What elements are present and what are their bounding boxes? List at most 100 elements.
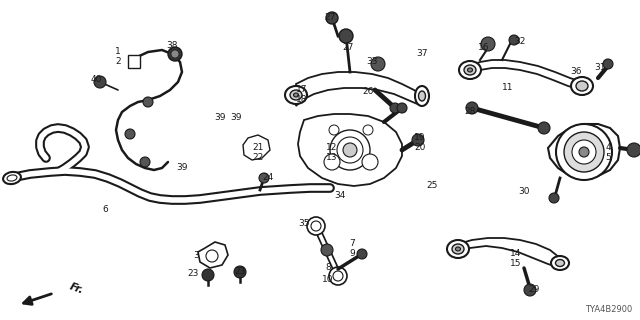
Polygon shape	[128, 55, 140, 68]
Text: 8: 8	[325, 263, 331, 273]
Ellipse shape	[551, 256, 569, 270]
Text: 28: 28	[464, 108, 476, 116]
Circle shape	[603, 59, 613, 69]
Text: 10: 10	[323, 276, 333, 284]
Text: 39: 39	[176, 164, 188, 172]
Text: 6: 6	[102, 205, 108, 214]
Circle shape	[371, 57, 385, 71]
Text: 36: 36	[570, 68, 582, 76]
Ellipse shape	[459, 61, 481, 79]
Circle shape	[481, 37, 495, 51]
Circle shape	[140, 157, 150, 167]
Text: Fr.: Fr.	[68, 282, 85, 296]
Text: 13: 13	[326, 154, 338, 163]
Circle shape	[572, 140, 596, 164]
Circle shape	[538, 122, 550, 134]
Text: 12: 12	[326, 143, 338, 153]
Text: 21: 21	[252, 143, 264, 153]
Circle shape	[466, 102, 478, 114]
Circle shape	[579, 147, 589, 157]
Ellipse shape	[415, 86, 429, 106]
Text: 25: 25	[426, 181, 438, 190]
Text: 9: 9	[349, 250, 355, 259]
Circle shape	[321, 244, 333, 256]
Circle shape	[94, 76, 106, 88]
Circle shape	[390, 103, 400, 113]
Text: 4: 4	[605, 143, 611, 153]
Text: 23: 23	[234, 268, 246, 276]
Circle shape	[509, 35, 519, 45]
Polygon shape	[243, 135, 270, 160]
Circle shape	[363, 125, 373, 135]
Text: 27: 27	[342, 44, 354, 52]
Text: 23: 23	[188, 269, 198, 278]
Circle shape	[549, 193, 559, 203]
Text: 30: 30	[518, 188, 530, 196]
Ellipse shape	[294, 93, 298, 97]
Text: 19: 19	[414, 133, 426, 142]
Text: 16: 16	[478, 44, 490, 52]
Circle shape	[259, 173, 269, 183]
Ellipse shape	[456, 247, 461, 251]
Text: 11: 11	[502, 84, 514, 92]
Text: 7: 7	[349, 239, 355, 249]
Polygon shape	[470, 60, 582, 90]
Text: TYA4B2900: TYA4B2900	[585, 305, 632, 314]
Polygon shape	[298, 114, 402, 186]
Circle shape	[564, 132, 604, 172]
Text: 15: 15	[510, 260, 522, 268]
Polygon shape	[458, 238, 560, 268]
Text: 22: 22	[252, 154, 264, 163]
Text: 18: 18	[296, 95, 308, 105]
Circle shape	[524, 284, 536, 296]
Circle shape	[202, 269, 214, 281]
Text: 34: 34	[334, 191, 346, 201]
Circle shape	[329, 267, 347, 285]
Text: 38: 38	[166, 42, 178, 51]
Text: 32: 32	[515, 37, 525, 46]
Text: 14: 14	[510, 250, 522, 259]
Text: 20: 20	[414, 143, 426, 153]
Circle shape	[143, 97, 153, 107]
Text: 2: 2	[115, 58, 121, 67]
Circle shape	[234, 266, 246, 278]
Polygon shape	[198, 242, 228, 268]
Text: 3: 3	[193, 252, 199, 260]
Circle shape	[307, 217, 325, 235]
Ellipse shape	[576, 81, 588, 91]
Ellipse shape	[447, 240, 469, 258]
Polygon shape	[296, 72, 422, 106]
Circle shape	[362, 154, 378, 170]
Text: 39: 39	[214, 114, 226, 123]
Circle shape	[343, 143, 357, 157]
Text: 35: 35	[298, 220, 310, 228]
Circle shape	[357, 249, 367, 259]
Text: 40: 40	[90, 76, 102, 84]
Text: 29: 29	[528, 285, 540, 294]
Text: 31: 31	[595, 63, 605, 73]
Text: 1: 1	[115, 47, 121, 57]
Ellipse shape	[571, 77, 593, 95]
Circle shape	[329, 125, 339, 135]
Ellipse shape	[290, 90, 302, 100]
Circle shape	[627, 143, 640, 157]
Circle shape	[324, 154, 340, 170]
Text: 26: 26	[362, 87, 374, 97]
Ellipse shape	[3, 172, 21, 184]
Text: 37: 37	[416, 50, 428, 59]
Text: 5: 5	[605, 154, 611, 163]
Circle shape	[339, 29, 353, 43]
Ellipse shape	[464, 65, 476, 75]
Circle shape	[330, 130, 370, 170]
Text: 24: 24	[262, 173, 274, 182]
Text: 33: 33	[366, 58, 378, 67]
Circle shape	[171, 50, 179, 58]
Circle shape	[125, 129, 135, 139]
Circle shape	[326, 12, 338, 24]
Ellipse shape	[285, 86, 307, 104]
Text: 27: 27	[324, 13, 336, 22]
Ellipse shape	[419, 91, 426, 101]
Circle shape	[412, 134, 424, 146]
Text: 17: 17	[296, 85, 308, 94]
Polygon shape	[548, 124, 620, 178]
